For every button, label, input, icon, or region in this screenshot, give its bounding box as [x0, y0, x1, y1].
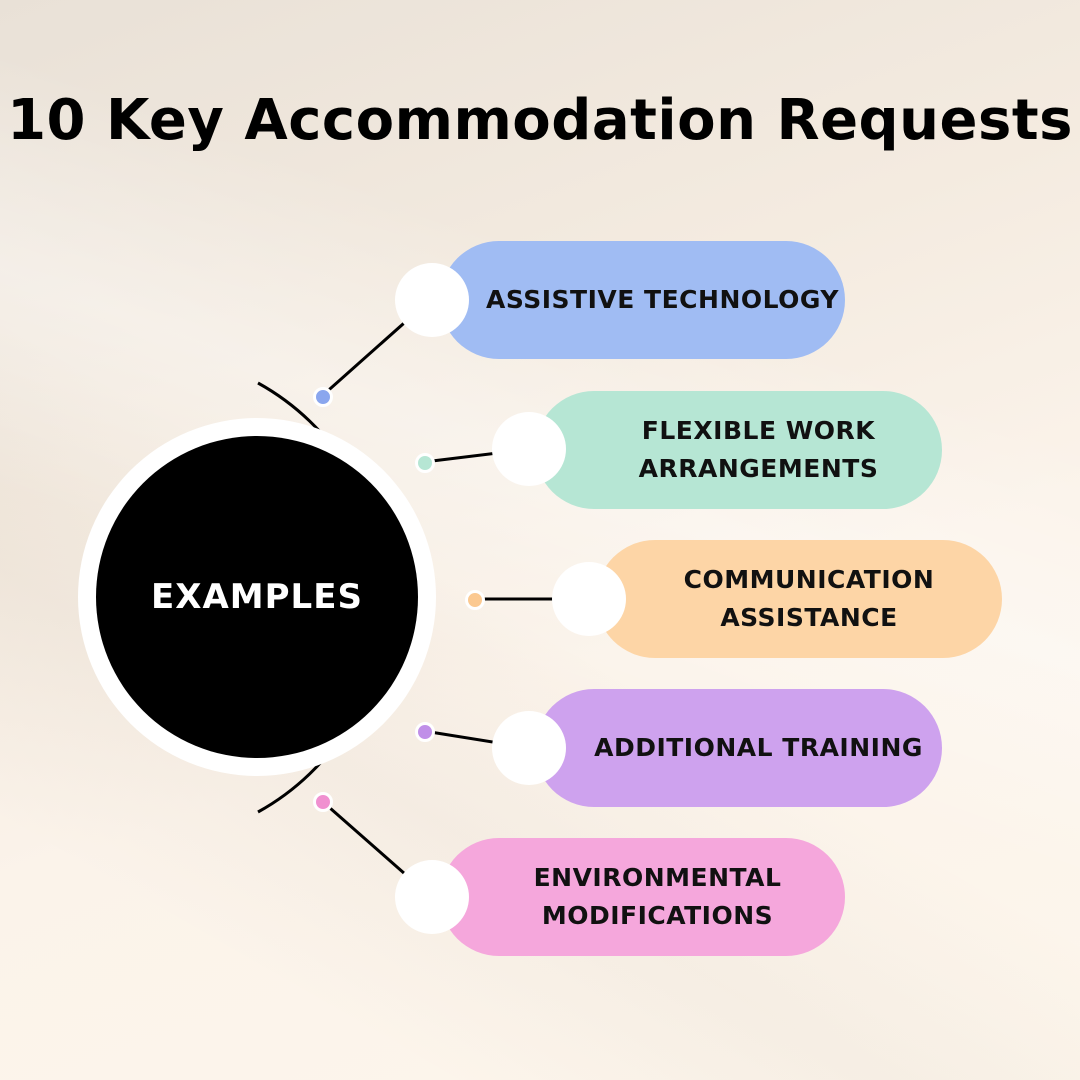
item-dot-2	[415, 453, 435, 473]
item-dot-4	[415, 722, 435, 742]
page-title: 10 Key Accommodation Requests	[7, 88, 1073, 153]
item-pill-environmental: ENVIRONMENTAL MODIFICATIONS	[440, 838, 845, 956]
item-pill-flexible-work: FLEXIBLE WORK ARRANGEMENTS	[535, 391, 942, 509]
item-label-line1: ENVIRONMENTAL	[533, 863, 782, 892]
item-label-line1: FLEXIBLE WORK	[641, 416, 876, 445]
item-pill-additional-training: ADDITIONAL TRAINING	[535, 689, 942, 807]
item-dot-1	[313, 387, 333, 407]
item-label-line2: ARRANGEMENTS	[638, 454, 879, 483]
item-label: ADDITIONAL TRAINING	[594, 733, 923, 762]
item-label-line2: ASSISTANCE	[720, 603, 898, 632]
item-label: ASSISTIVE TECHNOLOGY	[486, 285, 839, 314]
item-node-5	[395, 860, 469, 934]
hub-circle: EXAMPLES	[96, 436, 418, 758]
item-node-4	[492, 711, 566, 785]
item-pill-assistive-technology: ASSISTIVE TECHNOLOGY	[440, 241, 845, 359]
item-dot-3	[465, 590, 485, 610]
hub-label: EXAMPLES	[151, 577, 363, 617]
item-label-line1: COMMUNICATION	[683, 565, 935, 594]
item-node-2	[492, 412, 566, 486]
item-node-1	[395, 263, 469, 337]
item-label-line2: MODIFICATIONS	[541, 901, 774, 930]
item-pill-communication: COMMUNICATION ASSISTANCE	[596, 540, 1002, 658]
item-dot-5	[313, 792, 333, 812]
item-node-3	[552, 562, 626, 636]
